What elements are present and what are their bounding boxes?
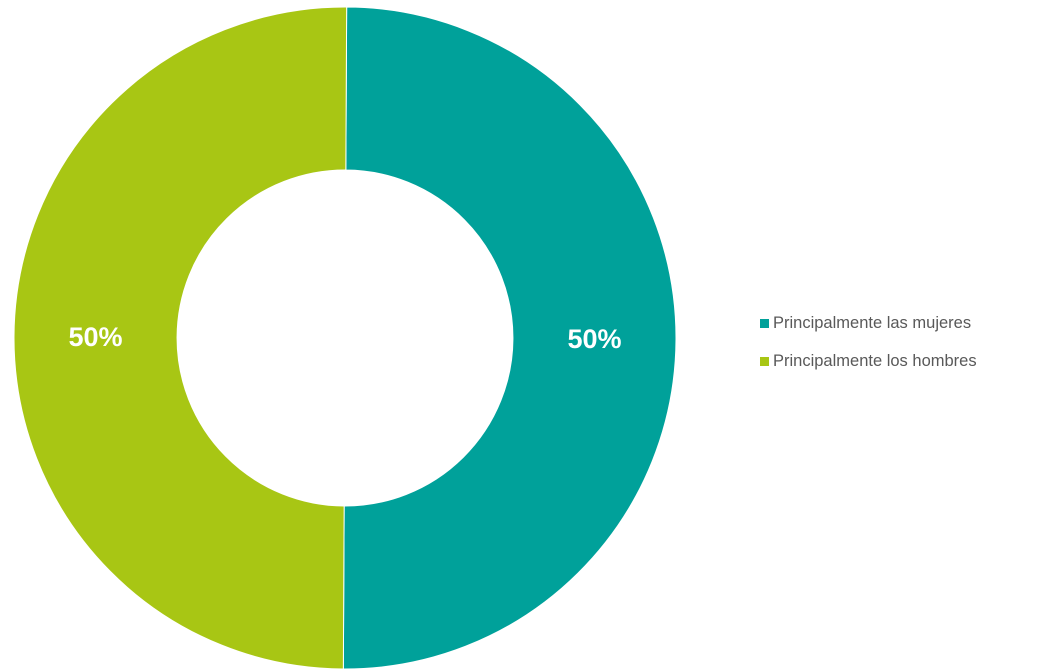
donut-slice-1 (13, 6, 348, 670)
donut-slice-0 (342, 6, 677, 670)
donut-slices (13, 6, 677, 670)
donut-data-label-0: 50% (567, 324, 621, 354)
legend-swatch-hombres (760, 356, 769, 366)
chart-legend: Principalmente las mujeres Principalment… (760, 313, 977, 389)
legend-item-mujeres: Principalmente las mujeres (760, 313, 977, 333)
donut-labels: 50% 50% (68, 322, 621, 354)
legend-item-hombres: Principalmente los hombres (760, 351, 977, 371)
legend-label-hombres: Principalmente los hombres (773, 351, 977, 370)
legend-swatch-mujeres (760, 318, 769, 328)
donut-data-label-1: 50% (68, 322, 122, 352)
legend-label-mujeres: Principalmente las mujeres (773, 313, 972, 332)
